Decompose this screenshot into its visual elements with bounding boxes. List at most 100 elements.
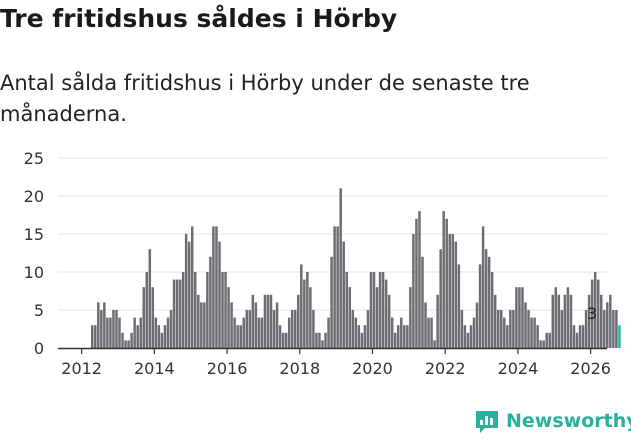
- bar: [390, 317, 394, 348]
- brand-name: Newsworthy: [506, 410, 631, 432]
- bar: [100, 310, 103, 348]
- bar: [94, 325, 97, 348]
- bar: [330, 256, 333, 348]
- bar: [381, 272, 385, 348]
- bar: [503, 317, 506, 348]
- bar: [354, 317, 358, 348]
- bar: [333, 226, 336, 348]
- bar: [545, 332, 548, 348]
- bar: [233, 317, 236, 348]
- bar: [206, 272, 209, 348]
- bar: [378, 272, 382, 348]
- bar: [524, 302, 527, 348]
- bar: [430, 317, 433, 348]
- bar: [563, 294, 567, 348]
- bar: [242, 317, 245, 348]
- bar: [345, 272, 348, 348]
- bar: [548, 332, 551, 348]
- bar: [539, 340, 542, 348]
- bar: [530, 317, 533, 348]
- bar: [303, 279, 306, 348]
- bar: [103, 302, 106, 348]
- bar: [321, 340, 324, 348]
- bar: [603, 310, 606, 348]
- bar: [506, 325, 509, 348]
- bar: [366, 310, 370, 348]
- bar: [533, 317, 536, 348]
- bar: [442, 211, 445, 348]
- bar: [278, 325, 282, 348]
- bar: [97, 302, 100, 348]
- bar: [560, 310, 564, 348]
- bar: [375, 287, 379, 348]
- y-tick-label: 5: [34, 301, 44, 320]
- bar: [342, 241, 345, 348]
- bar: [606, 302, 609, 348]
- bar: [336, 226, 339, 348]
- bar: [315, 332, 318, 348]
- bar: [466, 332, 470, 348]
- bar: [436, 294, 439, 348]
- bar: [287, 317, 291, 348]
- bar: [403, 325, 406, 348]
- bar: [251, 294, 255, 348]
- bar: [415, 218, 418, 348]
- bar: [397, 325, 400, 348]
- bar: [357, 325, 361, 348]
- bar: [142, 287, 145, 348]
- bar: [481, 226, 485, 348]
- bar: [257, 317, 261, 348]
- x-tick-label: 2016: [207, 359, 248, 378]
- bar: [284, 332, 288, 348]
- bar: [581, 325, 585, 348]
- bar: [194, 272, 197, 348]
- bar: [542, 340, 545, 348]
- bar: [166, 317, 170, 348]
- bar: [172, 279, 176, 348]
- bar: [109, 317, 112, 348]
- bar: [424, 302, 427, 348]
- bar: [369, 272, 373, 348]
- bar: [521, 287, 524, 348]
- bar: [181, 272, 185, 348]
- bar: [169, 310, 173, 348]
- bar: [575, 332, 579, 348]
- bar: [554, 287, 558, 348]
- bar: [266, 294, 270, 348]
- bar: [463, 325, 467, 348]
- bar: [484, 249, 488, 348]
- bar: [212, 226, 215, 348]
- bar: [136, 325, 139, 348]
- x-tick-label: 2014: [134, 359, 175, 378]
- bar: [500, 310, 503, 348]
- bar: [493, 294, 497, 348]
- bar: [339, 188, 342, 348]
- bar: [363, 325, 367, 348]
- bar: [130, 332, 133, 348]
- bar: [515, 287, 518, 348]
- bar: [293, 310, 297, 348]
- x-tick-label: 2018: [279, 359, 320, 378]
- bar: [460, 310, 464, 348]
- bar: [306, 272, 309, 348]
- bar: [406, 325, 409, 348]
- bar: [324, 332, 327, 348]
- bar: [572, 325, 576, 348]
- bar: [139, 317, 142, 348]
- bar: [154, 317, 158, 348]
- bar: [209, 256, 212, 348]
- bar: [457, 264, 461, 348]
- bar: [260, 317, 264, 348]
- bar: [133, 317, 136, 348]
- bar: [412, 234, 415, 348]
- bar: [309, 287, 312, 348]
- bar: [227, 287, 230, 348]
- bar: [433, 340, 436, 348]
- bar: [157, 325, 161, 348]
- bar: [490, 272, 494, 348]
- bar: [427, 317, 430, 348]
- bar: [551, 294, 555, 348]
- y-tick-label: 15: [24, 225, 44, 244]
- bar: [118, 317, 121, 348]
- x-axis-ticks: 2012 2014 2016 2018 2020 2022 2024 2026: [61, 348, 611, 378]
